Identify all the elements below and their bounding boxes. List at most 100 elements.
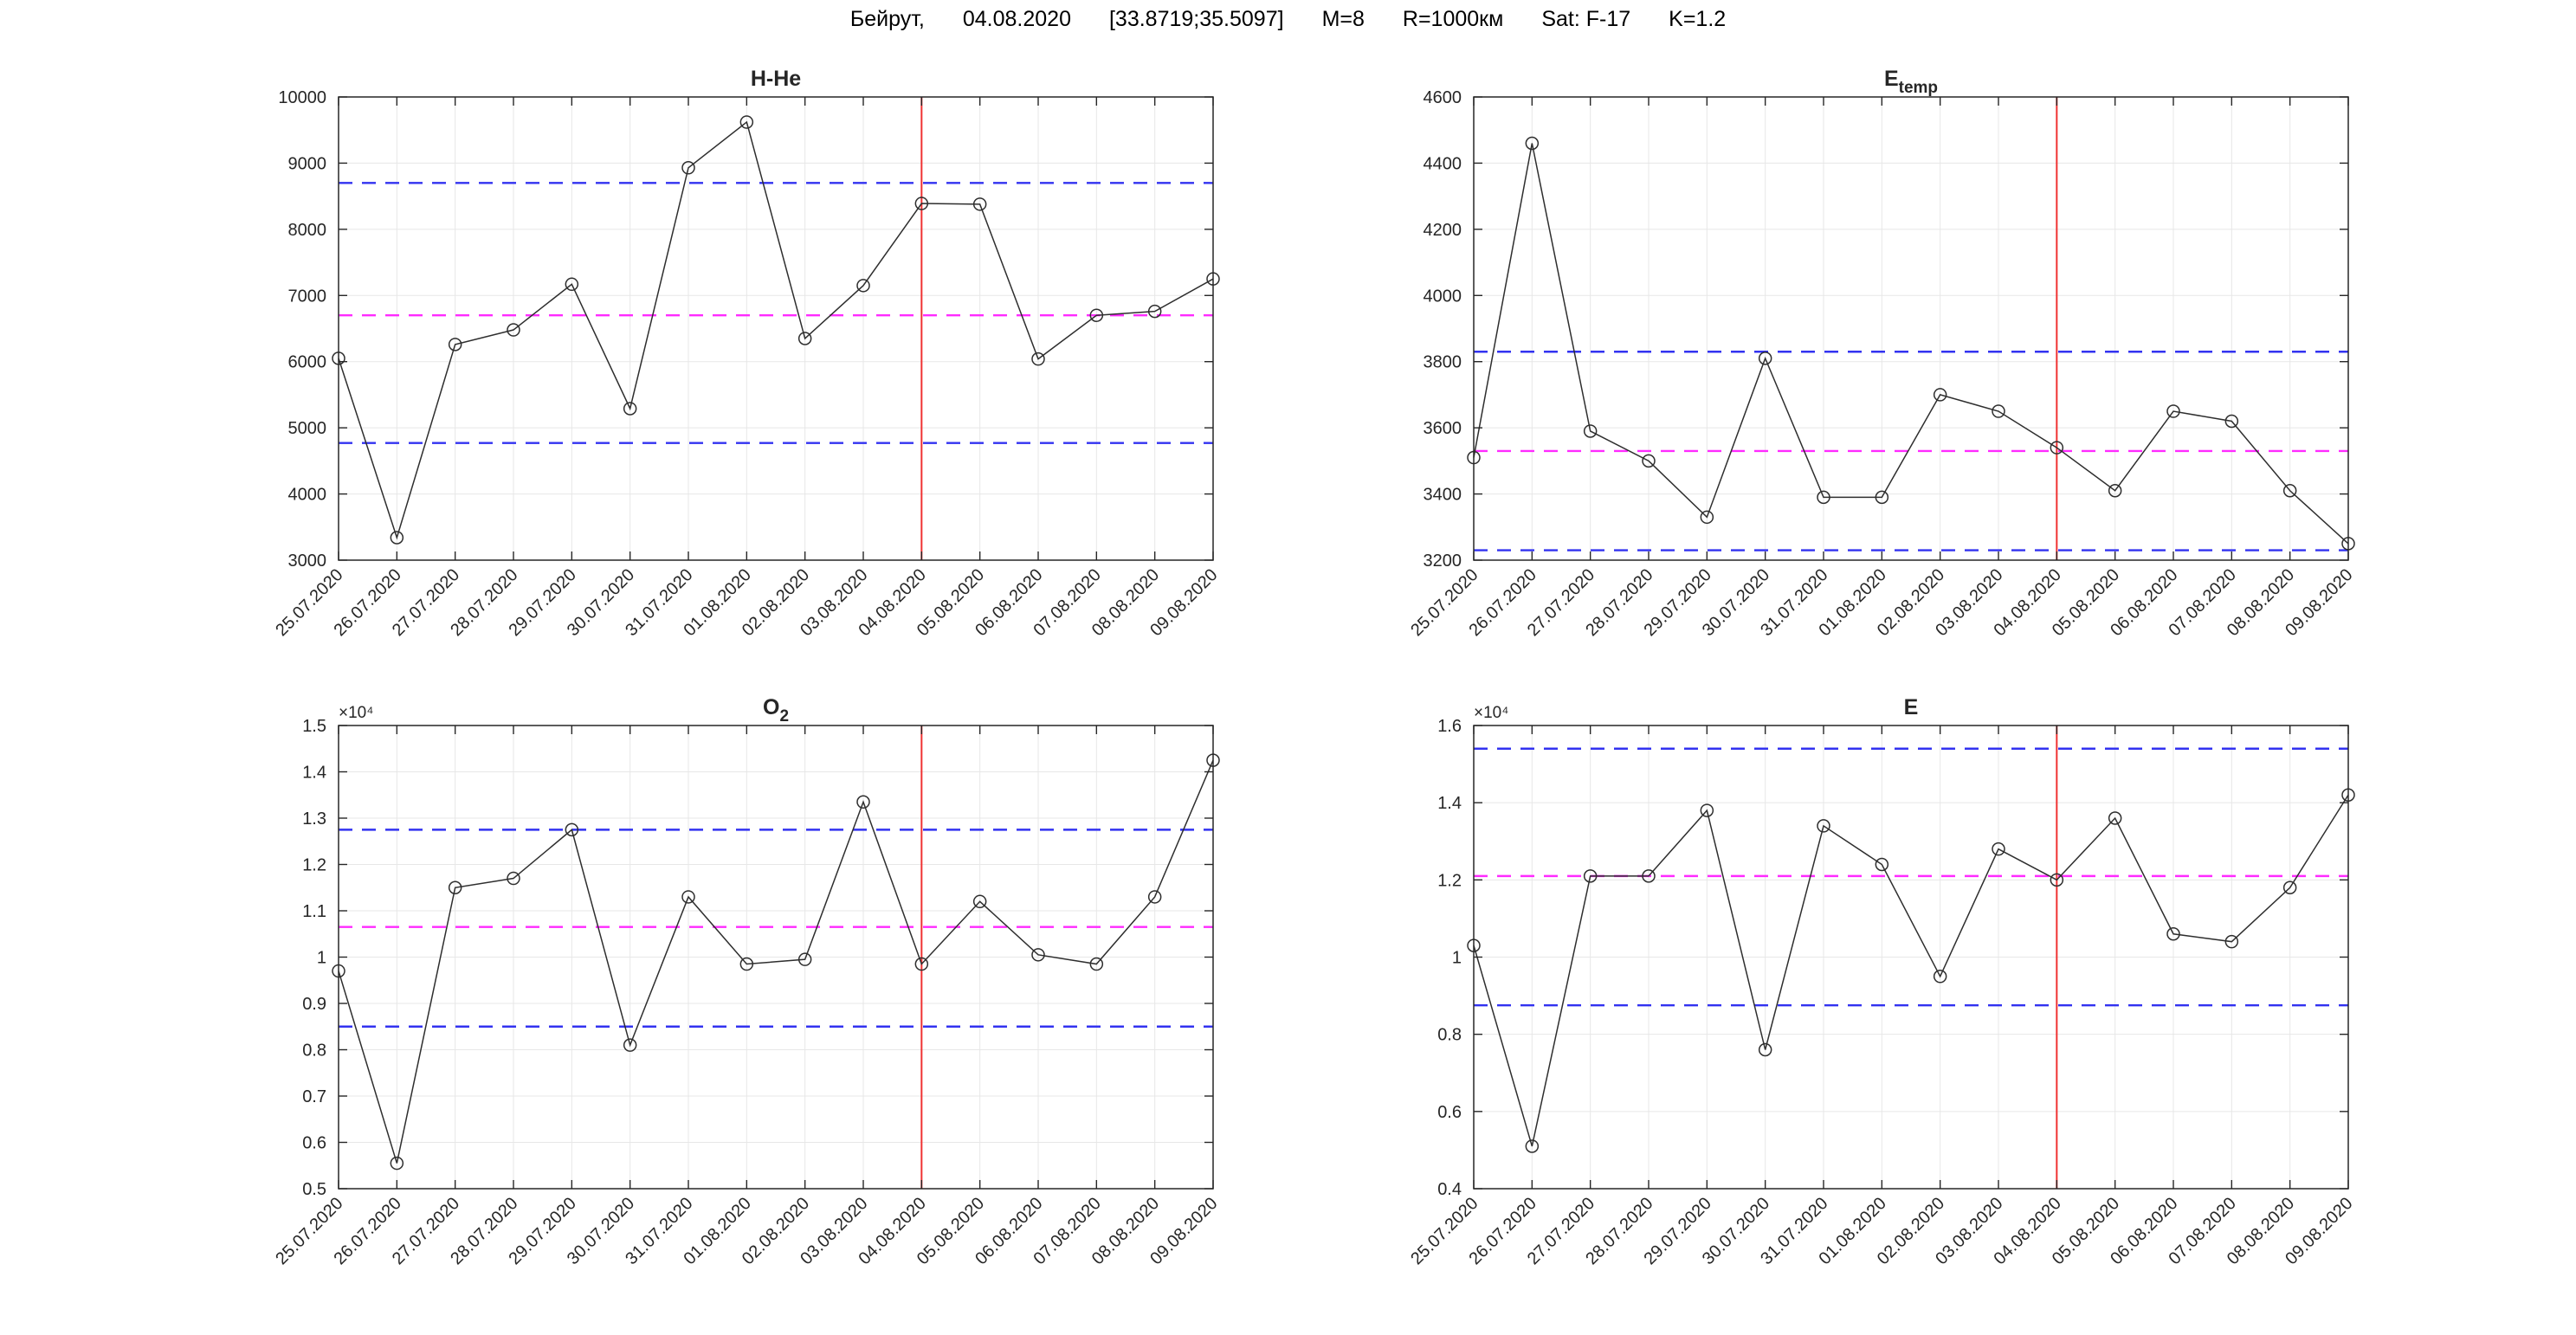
y-tick-label: 1.5 xyxy=(302,717,326,736)
y-tick-label: 0.7 xyxy=(302,1087,326,1106)
y-tick-label: 0.5 xyxy=(302,1180,326,1199)
data-point-marker xyxy=(914,197,929,210)
y-tick-label: 1.4 xyxy=(302,764,326,783)
y-tick-label: 0.8 xyxy=(302,1042,326,1061)
data-point-marker xyxy=(914,957,929,971)
y-tick-label: 0.4 xyxy=(1437,1180,1462,1199)
data-point-marker xyxy=(856,279,870,293)
data-point-marker xyxy=(797,332,812,345)
x-axis-labels: 25.07.202026.07.202027.07.202028.07.2020… xyxy=(1407,1194,2356,1268)
y-axis-labels: 0.4 0.6 0.8 1 1.2 1.4 1.6 xyxy=(1437,717,1462,1199)
y-tick-label: 3600 xyxy=(1424,419,1462,438)
y-tick-label: 4400 xyxy=(1424,154,1462,173)
figure-title-segment: [33.8719;35.5097] xyxy=(1108,7,1284,31)
plot-title: E xyxy=(1904,695,1919,719)
grid-lines xyxy=(1474,96,2348,560)
data-point-marker xyxy=(390,1156,404,1171)
data-point-marker xyxy=(1758,351,1772,365)
data-point-marker xyxy=(1642,869,1656,883)
tick-marks xyxy=(1473,96,2349,561)
figure-title-segment: M=8 xyxy=(1321,7,1365,31)
data-point-marker xyxy=(1642,454,1656,468)
data-point-marker xyxy=(1089,957,1104,971)
data-point-marker xyxy=(972,197,987,211)
data-point-marker xyxy=(390,531,404,545)
y-tick-label: 1.3 xyxy=(302,809,326,829)
data-point-marker xyxy=(1992,404,2005,418)
data-point-marker xyxy=(856,795,870,809)
data-point-marker xyxy=(565,277,579,292)
data-point-marker xyxy=(681,161,695,175)
data-point-marker xyxy=(1089,308,1104,322)
subplot-h-he: 3000 4000 5000 6000 7000 8000 9000 10000 25.07.2… xyxy=(235,58,1235,667)
figure-title-segment: Sat: F-17 xyxy=(1541,7,1631,31)
y-axis-labels: 3200 3400 3600 3800 4000 4200 4400 4600 xyxy=(1424,88,1462,571)
data-point-marker xyxy=(2166,927,2180,941)
axis-exponent-label: ×10⁴ xyxy=(339,704,373,722)
data-point-marker xyxy=(2050,873,2064,887)
data-point-marker xyxy=(1700,803,1714,817)
data-point-marker xyxy=(972,894,987,909)
data-point-marker xyxy=(1700,510,1714,525)
data-point-marker xyxy=(1758,1042,1772,1057)
data-point-marker xyxy=(2282,880,2297,894)
y-tick-label: 8000 xyxy=(288,221,327,240)
data-point-marker xyxy=(448,880,462,894)
data-point-marker xyxy=(1817,819,1830,833)
y-tick-label: 1.2 xyxy=(302,856,326,875)
data-point-marker xyxy=(1933,388,1947,402)
y-tick-label: 0.6 xyxy=(302,1134,326,1153)
data-point-marker xyxy=(2108,484,2122,498)
grid-lines xyxy=(339,725,1213,1189)
plot-title: O2 xyxy=(763,695,789,726)
data-point-marker xyxy=(1933,970,1947,984)
y-tick-label: 4000 xyxy=(288,486,327,505)
data-point-marker xyxy=(2050,441,2064,455)
y-tick-label: 9000 xyxy=(288,154,327,173)
y-tick-label: 0.6 xyxy=(1437,1103,1462,1122)
data-point-marker xyxy=(1031,948,1045,962)
data-point-marker xyxy=(623,402,637,416)
data-point-marker xyxy=(2224,414,2239,429)
chart-svg-e: 0.4 0.6 0.8 1 1.2 1.4 1.6 25.07.202026.07.20202… xyxy=(1407,695,2356,1268)
data-point-marker xyxy=(681,890,695,904)
data-point-marker xyxy=(1031,351,1045,366)
y-tick-label: 0.9 xyxy=(302,995,326,1014)
plot-title: Etemp xyxy=(1884,67,1938,97)
y-tick-label: 4200 xyxy=(1424,221,1462,240)
grid-lines xyxy=(1474,725,2348,1189)
chart-svg-o2: 0.5 0.6 0.7 0.8 0.9 1 1.1 1.2 1.3 1.4 1.5 25.07.202… xyxy=(272,695,1221,1268)
data-point-marker xyxy=(1147,304,1162,319)
tick-marks xyxy=(1473,725,2349,1190)
data-point-marker xyxy=(1875,857,1889,872)
data-point-marker xyxy=(797,952,812,966)
figure-title-segment: R=1000км xyxy=(1402,7,1504,31)
y-tick-label: 3200 xyxy=(1424,551,1462,571)
y-tick-label: 0.8 xyxy=(1437,1026,1462,1045)
y-tick-label: 1.1 xyxy=(302,902,326,921)
data-point-marker xyxy=(1817,490,1830,505)
data-point-marker xyxy=(739,957,754,971)
grid-lines xyxy=(339,96,1213,560)
subplot-o2: 0.5 0.6 0.7 0.8 0.9 1 1.1 1.2 1.3 1.4 1.5 25.07.202… xyxy=(235,687,1235,1295)
y-tick-label: 1 xyxy=(317,949,326,968)
data-point-marker xyxy=(507,323,520,337)
data-point-marker xyxy=(1147,890,1162,904)
data-point-marker xyxy=(448,338,462,351)
y-tick-label: 4600 xyxy=(1424,88,1462,107)
data-point-marker xyxy=(565,822,579,837)
figure-title: Бейрут, 04.08.2020 [33.8719;35.5097] M=8… xyxy=(0,7,2576,32)
data-series xyxy=(1473,794,2349,1147)
data-point-marker xyxy=(1992,842,2005,856)
data-point-markers xyxy=(1467,136,2355,551)
data-point-marker xyxy=(2224,934,2239,949)
y-tick-label: 6000 xyxy=(288,353,327,372)
data-point-marker xyxy=(739,115,754,129)
subplot-e-temp: 3200 3400 3600 3800 4000 4200 4400 4600 25.07.20… xyxy=(1370,58,2370,667)
data-point-marker xyxy=(2108,811,2122,825)
y-tick-label: 1.6 xyxy=(1437,717,1462,736)
data-point-marker xyxy=(1875,490,1889,505)
data-point-marker xyxy=(1583,424,1598,438)
y-tick-label: 5000 xyxy=(288,419,327,438)
